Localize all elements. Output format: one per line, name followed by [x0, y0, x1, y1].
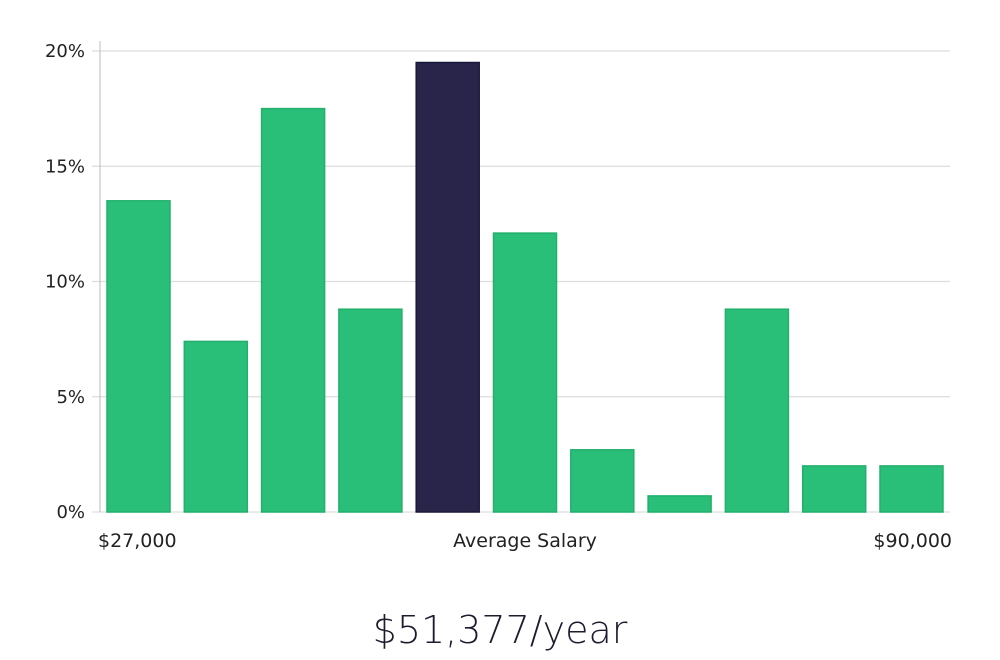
y-axis-ticks: 0% 5% 10% 15% 20% — [45, 41, 85, 523]
histogram-bar-average — [415, 61, 480, 513]
y-tick-label: 15% — [45, 156, 85, 177]
histogram-bar — [492, 232, 558, 513]
salary-histogram-chart: 0% 5% 10% 15% 20% $27,000 Average Salary $90… — [45, 41, 952, 552]
histogram-bar — [183, 340, 249, 513]
histogram-bar — [106, 200, 171, 513]
histogram-bar — [647, 495, 712, 513]
y-tick-label: 20% — [45, 41, 85, 62]
x-max-label: $90,000 — [873, 530, 952, 552]
histogram-bar — [570, 449, 635, 513]
average-salary-value: $51,377/year — [372, 608, 628, 652]
y-tick-label: 10% — [45, 272, 85, 293]
histogram-bars — [106, 61, 944, 513]
histogram-bar — [338, 308, 403, 513]
histogram-bar — [260, 107, 326, 513]
histogram-bar — [879, 465, 944, 513]
y-tick-label: 0% — [56, 502, 85, 523]
y-tick-label: 5% — [56, 387, 85, 408]
histogram-bar — [724, 308, 790, 513]
histogram-bar — [801, 465, 867, 513]
x-axis-title: Average Salary — [453, 530, 597, 552]
x-min-label: $27,000 — [98, 530, 177, 552]
